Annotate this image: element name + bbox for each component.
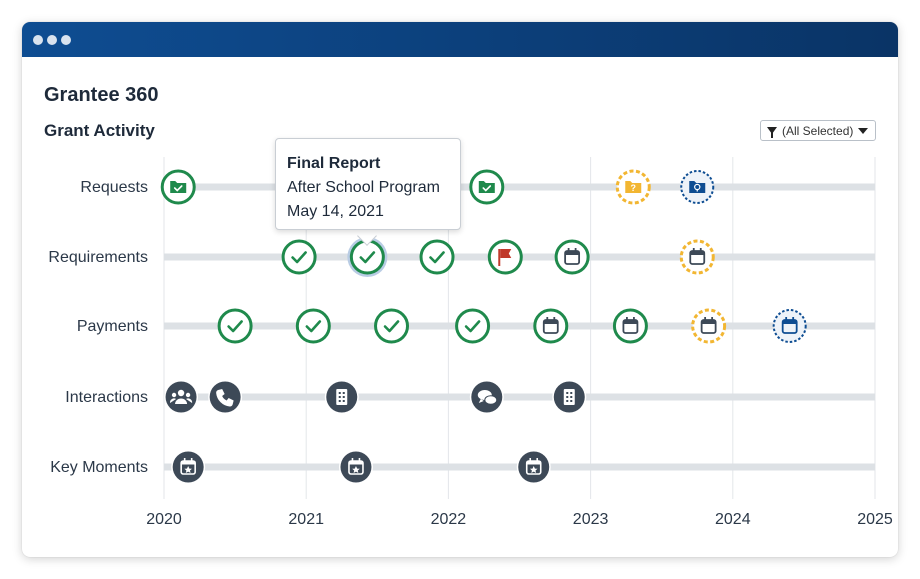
event-tooltip: Final Report After School Program May 14… xyxy=(275,138,461,230)
calendar-event-icon[interactable] xyxy=(612,308,648,344)
chat-event-icon[interactable] xyxy=(469,380,504,414)
app-title: Grantee 360 xyxy=(44,84,159,106)
calendar-event-icon[interactable] xyxy=(533,308,569,344)
folder-lightbulb-event-icon[interactable] xyxy=(680,170,715,204)
app-window: Grantee 360 Grant Activity (All Selected… xyxy=(22,22,898,557)
folder-check-event-icon[interactable] xyxy=(469,169,505,205)
year-label: 2022 xyxy=(431,511,467,528)
row-label: Requests xyxy=(80,179,148,196)
check-event-icon[interactable] xyxy=(347,237,388,277)
filter-label: (All Selected) xyxy=(782,123,854,138)
folder-check-event-icon[interactable] xyxy=(160,169,196,205)
section-title: Grant Activity xyxy=(44,121,155,140)
check-event-icon[interactable] xyxy=(419,239,455,275)
check-event-icon[interactable] xyxy=(281,239,317,275)
year-label: 2025 xyxy=(857,511,893,528)
check-event-icon[interactable] xyxy=(455,308,491,344)
calendar-event-icon[interactable] xyxy=(691,308,727,344)
row-track xyxy=(164,393,875,401)
filter-dropdown[interactable]: (All Selected) xyxy=(760,120,876,141)
activity-timeline: 2020 2021 2022 2023 2024 2025 Requests ? Require… xyxy=(48,157,893,528)
row-track xyxy=(164,322,875,330)
check-event-icon[interactable] xyxy=(374,308,410,344)
tooltip-title: Final Report xyxy=(287,155,381,172)
tooltip-program: After School Program xyxy=(287,179,440,196)
window-maximize-dot[interactable] xyxy=(61,35,71,45)
year-label: 2023 xyxy=(573,511,609,528)
check-event-icon[interactable] xyxy=(295,308,331,344)
svg-text:?: ? xyxy=(631,183,637,193)
tooltip-date: May 14, 2021 xyxy=(287,203,384,220)
chevron-down-icon xyxy=(858,127,869,134)
calendar-star-event-icon[interactable] xyxy=(171,450,206,484)
calendar-event-icon[interactable] xyxy=(554,239,590,275)
check-event-icon[interactable] xyxy=(217,308,253,344)
year-label: 2021 xyxy=(288,511,324,528)
row-label: Interactions xyxy=(65,389,148,406)
calendar-event-icon[interactable] xyxy=(772,309,807,343)
phone-event-icon[interactable] xyxy=(208,380,243,414)
filter-icon xyxy=(767,127,777,138)
row-track xyxy=(164,183,875,191)
window-close-dot[interactable] xyxy=(33,35,43,45)
year-label: 2020 xyxy=(146,511,182,528)
building-event-icon[interactable] xyxy=(324,380,359,414)
calendar-star-event-icon[interactable] xyxy=(516,450,551,484)
flag-event-icon[interactable] xyxy=(487,239,523,275)
calendar-event-icon[interactable] xyxy=(679,239,715,275)
calendar-star-event-icon[interactable] xyxy=(338,450,373,484)
people-event-icon[interactable] xyxy=(164,380,199,414)
building-event-icon[interactable] xyxy=(552,380,587,414)
row-label: Requirements xyxy=(48,249,148,266)
row-label: Key Moments xyxy=(50,459,148,476)
folder-question-event-icon[interactable]: ? xyxy=(615,169,651,205)
year-label: 2024 xyxy=(715,511,751,528)
row-label: Payments xyxy=(77,318,148,335)
window-minimize-dot[interactable] xyxy=(47,35,57,45)
title-bar xyxy=(22,22,898,57)
